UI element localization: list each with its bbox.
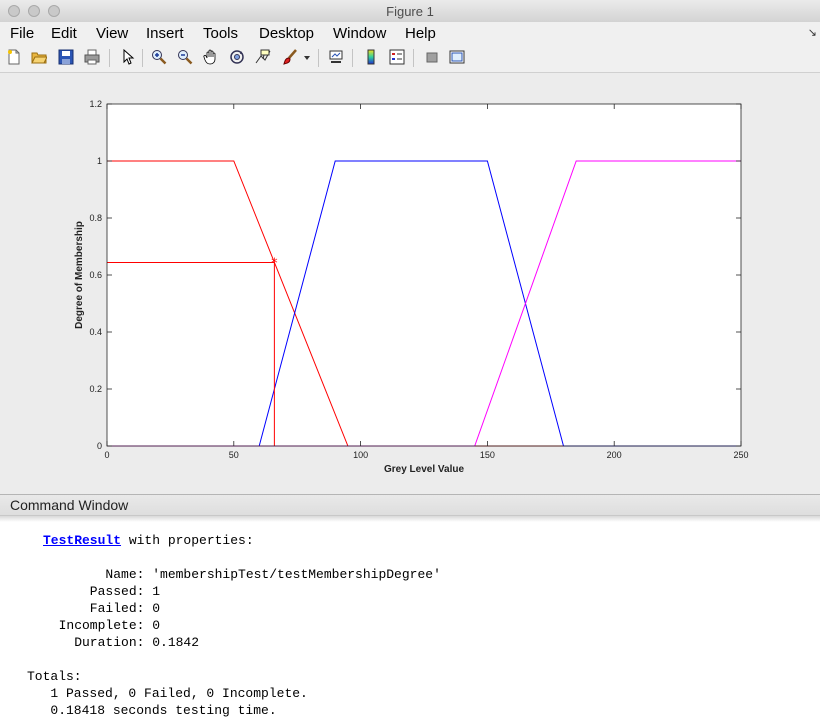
pan-icon[interactable] <box>203 49 219 65</box>
menu-desktop[interactable]: Desktop <box>259 25 315 42</box>
menu-tools[interactable]: Tools <box>203 25 239 42</box>
y-tick-label: 0.4 <box>89 327 102 337</box>
y-tick-label: 1.2 <box>89 99 102 109</box>
totals-line: 1 Passed, 0 Failed, 0 Incomplete. <box>27 686 308 701</box>
menu-window[interactable]: Window <box>333 25 387 42</box>
x-tick-label: 0 <box>104 450 109 460</box>
menu-edit[interactable]: Edit <box>51 25 77 42</box>
x-tick-label: 100 <box>353 450 368 460</box>
title-bar: Figure 1 <box>0 0 820 23</box>
totals-header: Totals: <box>27 669 82 684</box>
y-tick-label: 0.2 <box>89 384 102 394</box>
command-window-shadow <box>0 516 820 522</box>
save-icon[interactable] <box>58 49 74 65</box>
menu-view[interactable]: View <box>96 25 129 42</box>
legend-icon[interactable] <box>389 49 405 65</box>
toolbar-separator <box>352 49 353 67</box>
plot-area: * 0 50 100 150 200 250 0 0.2 0.4 0.6 0.8 1 1.2 Grey … <box>0 73 820 494</box>
close-window-button[interactable] <box>8 5 20 17</box>
x-tick-label: 150 <box>480 450 495 460</box>
y-tick-label: 0 <box>97 441 102 451</box>
y-tick-label: 0.6 <box>89 270 102 280</box>
result-property-line: Duration: 0.1842 <box>43 635 200 650</box>
zoom-out-icon[interactable] <box>177 49 193 65</box>
menu-help[interactable]: Help <box>405 25 436 42</box>
open-file-icon[interactable] <box>31 49 47 65</box>
print-icon[interactable] <box>84 49 100 65</box>
toolbar-separator <box>109 49 110 67</box>
toolbar-separator <box>142 49 143 67</box>
membership-chart[interactable]: * 0 50 100 150 200 250 0 0.2 0.4 0.6 0.8 1 1.2 Grey … <box>0 73 820 494</box>
data-cursor-icon[interactable] <box>255 49 271 65</box>
result-property-line: Name: 'membershipTest/testMembershipDegr… <box>43 567 441 582</box>
menu-insert[interactable]: Insert <box>146 25 184 42</box>
result-property-line: Incomplete: 0 <box>43 618 161 633</box>
result-property-line: Passed: 1 <box>43 584 161 599</box>
minimize-window-button[interactable] <box>28 5 40 17</box>
y-tick-label: 1 <box>97 156 102 166</box>
command-window-header: Command Window <box>0 494 820 516</box>
zoom-window-button[interactable] <box>48 5 60 17</box>
link-plot-icon[interactable] <box>328 49 344 65</box>
y-axis-label: Degree of Membership <box>74 221 85 329</box>
result-header-suffix: with properties: <box>121 533 254 548</box>
command-window-title: Command Window <box>10 497 129 513</box>
testresult-link[interactable]: TestResult <box>43 533 122 548</box>
figure-toolbar <box>0 44 820 73</box>
x-tick-label: 50 <box>229 450 239 460</box>
menu-dock-arrow-icon[interactable]: ↘ <box>807 27 817 39</box>
x-tick-label: 250 <box>733 450 748 460</box>
axes-background <box>107 104 741 446</box>
x-axis-label: Grey Level Value <box>384 464 464 475</box>
new-figure-icon[interactable] <box>6 49 22 65</box>
hide-plot-tools-icon[interactable] <box>424 49 440 65</box>
menu-bar: File Edit View Insert Tools Desktop Wind… <box>0 22 820 44</box>
result-property-line: Failed: 0 <box>43 601 161 616</box>
result-header-line: TestResult with properties: <box>43 533 254 548</box>
command-window[interactable]: TestResult with properties: Name: 'membe… <box>0 516 820 721</box>
totals-line: 0.18418 seconds testing time. <box>27 703 277 718</box>
brush-dropdown-icon[interactable] <box>302 49 312 65</box>
menu-file[interactable]: File <box>10 25 35 42</box>
brush-icon[interactable] <box>282 49 298 65</box>
window-title: Figure 1 <box>386 4 434 19</box>
figure-window: Figure 1 File Edit View Insert Tools Des… <box>0 0 820 494</box>
zoom-in-icon[interactable] <box>151 49 167 65</box>
x-tick-label: 200 <box>607 450 622 460</box>
toolbar-separator <box>413 49 414 67</box>
y-tick-label: 0.8 <box>89 213 102 223</box>
pointer-icon[interactable] <box>120 49 136 65</box>
colorbar-icon[interactable] <box>363 49 379 65</box>
toolbar-separator <box>318 49 319 67</box>
marker-point[interactable]: * <box>271 256 278 271</box>
show-plot-tools-icon[interactable] <box>449 49 465 65</box>
tick-layer: 0 50 100 150 200 250 0 0.2 0.4 0.6 0.8 1 1.2 <box>89 99 748 460</box>
rotate-3d-icon[interactable] <box>229 49 245 65</box>
